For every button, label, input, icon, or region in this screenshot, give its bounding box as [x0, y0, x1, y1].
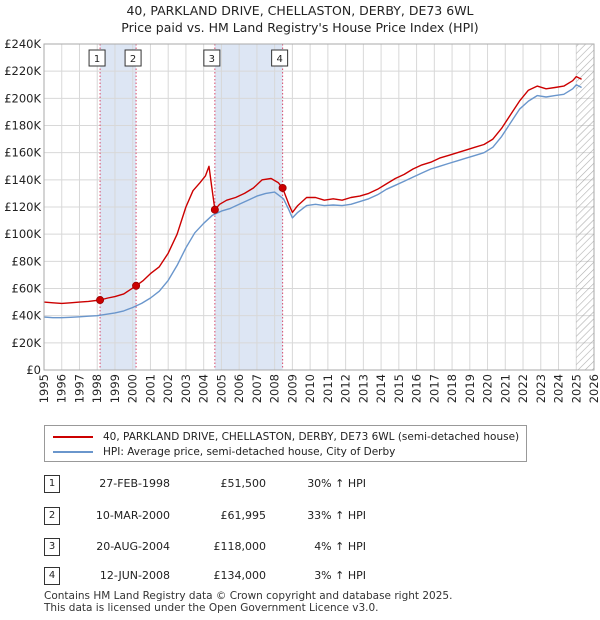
- x-tick-label: 1998: [90, 374, 104, 403]
- x-tick-label: 2021: [498, 374, 512, 403]
- sale-marker-box: 4: [271, 49, 289, 67]
- x-tick-label: 2025: [569, 374, 583, 403]
- transaction-price: £118,000: [213, 540, 267, 553]
- legend-item-hpi: HPI: Average price, semi-detached house,…: [53, 445, 395, 459]
- y-tick-label: £160K: [4, 146, 41, 160]
- chart-title: 40, PARKLAND DRIVE, CHELLASTON, DERBY, D…: [0, 2, 600, 36]
- y-tick-label: £60K: [12, 282, 42, 296]
- x-tick-label: 2001: [143, 374, 157, 403]
- footer: Contains HM Land Registry data © Crown c…: [44, 590, 452, 614]
- transaction-price: £134,000: [213, 569, 267, 582]
- x-tick-label: 2009: [285, 374, 299, 403]
- transaction-number: 1: [44, 475, 60, 493]
- x-tick-label: 2020: [481, 374, 495, 403]
- x-tick-label: 2019: [463, 374, 477, 403]
- x-tick-label: 2015: [392, 374, 406, 403]
- y-tick-label: £220K: [4, 64, 41, 78]
- footer-line-2: This data is licensed under the Open Gov…: [44, 602, 379, 614]
- footer-line-1: Contains HM Land Registry data © Crown c…: [44, 590, 453, 602]
- x-tick-label: 1996: [55, 374, 69, 403]
- sale-marker-label: 3: [209, 54, 215, 65]
- x-tick-label: 1999: [108, 374, 122, 403]
- x-tick-label: 2018: [445, 374, 459, 403]
- sale-point: [210, 205, 219, 214]
- x-tick-label: 2006: [232, 374, 246, 403]
- x-tick-label: 2013: [356, 374, 370, 403]
- sale-marker-frame: [271, 49, 289, 67]
- transaction-number: 3: [44, 538, 60, 556]
- title-line-1: 40, PARKLAND DRIVE, CHELLASTON, DERBY, D…: [126, 3, 474, 18]
- sale-marker-label: 4: [276, 54, 282, 65]
- y-tick-label: £140K: [4, 173, 41, 187]
- plot-area: [43, 43, 595, 371]
- x-tick-label: 1995: [37, 374, 51, 403]
- sale-marker-label: 1: [94, 54, 100, 65]
- transaction-row: 3 20-AUG-2004 £118,000 4% ↑ HPI: [0, 538, 600, 558]
- sale-point: [278, 183, 287, 192]
- transaction-date: 12-JUN-2008: [99, 569, 170, 582]
- transaction-hpi-diff: 33% ↑ HPI: [307, 509, 366, 522]
- transaction-row: 4 12-JUN-2008 £134,000 3% ↑ HPI: [0, 567, 600, 587]
- transaction-hpi-diff: 30% ↑ HPI: [307, 477, 366, 490]
- sale-point: [96, 296, 105, 305]
- transaction-date: 10-MAR-2000: [95, 509, 170, 522]
- y-tick-label: £20K: [12, 336, 42, 350]
- x-tick-label: 2022: [516, 374, 530, 403]
- x-tick-label: 2010: [303, 374, 317, 403]
- x-tick-label: 2005: [214, 374, 228, 403]
- x-tick-label: 2016: [410, 374, 424, 403]
- transaction-date: 27-FEB-1998: [99, 477, 170, 490]
- legend-label-hpi: HPI: Average price, semi-detached house,…: [103, 446, 396, 458]
- y-tick-label: £180K: [4, 119, 41, 133]
- hpi-line: [43, 84, 582, 319]
- sale-marker-box: 2: [124, 49, 142, 67]
- legend-label-property: 40, PARKLAND DRIVE, CHELLASTON, DERBY, D…: [103, 431, 520, 443]
- transaction-hpi-diff: 4% ↑ HPI: [314, 540, 366, 553]
- x-tick-label: 2008: [268, 374, 282, 403]
- x-tick-label: 2014: [374, 374, 388, 403]
- legend: 40, PARKLAND DRIVE, CHELLASTON, DERBY, D…: [44, 425, 527, 462]
- legend-item-property: 40, PARKLAND DRIVE, CHELLASTON, DERBY, D…: [53, 430, 519, 444]
- sale-marker-box: 1: [88, 49, 106, 67]
- x-tick-label: 2017: [427, 374, 441, 403]
- x-tick-label: 2002: [161, 374, 175, 403]
- legend-swatch-property: [53, 436, 93, 438]
- sale-marker-frame: [203, 49, 221, 67]
- x-tick-label: 2007: [250, 374, 264, 403]
- transaction-row: 1 27-FEB-1998 £51,500 30% ↑ HPI: [0, 475, 600, 495]
- y-tick-label: £80K: [12, 254, 42, 268]
- transaction-row: 2 10-MAR-2000 £61,995 33% ↑ HPI: [0, 507, 600, 527]
- y-tick-label: £120K: [4, 200, 41, 214]
- forecast-hatch: [576, 44, 594, 370]
- transaction-date: 20-AUG-2004: [96, 540, 170, 553]
- y-tick-label: £0: [26, 363, 41, 377]
- legend-swatch-hpi: [53, 451, 93, 453]
- sale-marker-frame: [88, 49, 106, 67]
- x-tick-label: 1997: [72, 374, 86, 403]
- transaction-hpi-diff: 3% ↑ HPI: [314, 569, 366, 582]
- x-tick-label: 2024: [552, 374, 566, 403]
- y-tick-label: £40K: [12, 309, 42, 323]
- sale-marker-frame: [124, 49, 142, 67]
- x-tick-label: 2012: [339, 374, 353, 403]
- x-tick-label: 2000: [126, 374, 140, 403]
- x-tick-label: 2011: [321, 374, 335, 403]
- transaction-price: £51,500: [220, 477, 267, 490]
- property-price-line: [43, 75, 582, 305]
- x-tick-label: 2023: [534, 374, 548, 403]
- y-tick-label: £240K: [4, 37, 41, 51]
- sale-point: [132, 281, 141, 290]
- x-tick-label: 2004: [197, 374, 211, 403]
- sale-marker-label: 2: [130, 54, 136, 65]
- sale-marker-box: 3: [203, 49, 221, 67]
- transaction-price: £61,995: [220, 509, 267, 522]
- x-tick-label: 2026: [587, 374, 600, 403]
- x-tick-label: 2003: [179, 374, 193, 403]
- price-chart: 1 2 3 4 £0 £20K £40K £60K £80K £100K £120K £140K £1…: [4, 37, 600, 403]
- transaction-number: 2: [44, 507, 60, 525]
- title-line-2: Price paid vs. HM Land Registry's House …: [121, 20, 479, 35]
- y-tick-label: £100K: [4, 227, 41, 241]
- transaction-number: 4: [44, 567, 60, 585]
- y-tick-label: £200K: [4, 91, 41, 105]
